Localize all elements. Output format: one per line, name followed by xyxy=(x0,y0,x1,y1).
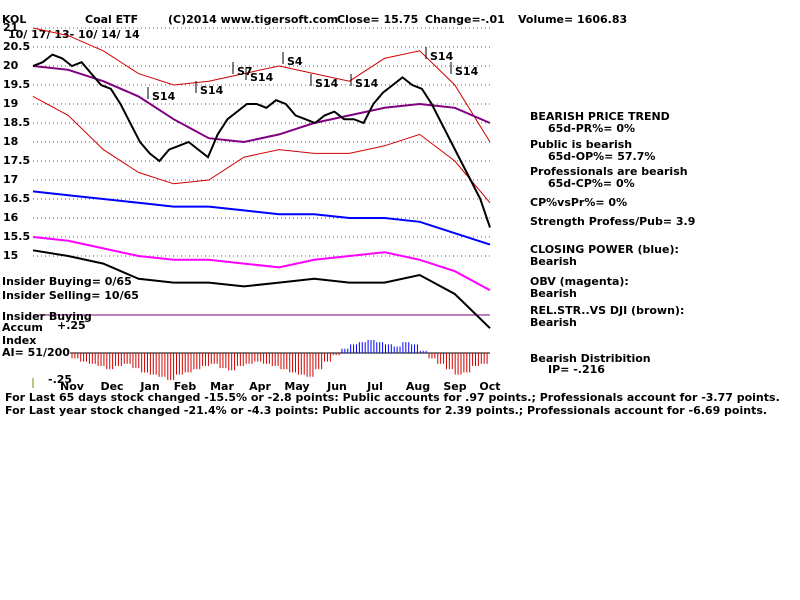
symbol: KOL xyxy=(2,13,26,26)
signal-label: S14 xyxy=(152,90,176,103)
y-tick-label: 19 xyxy=(3,97,18,110)
y-tick-label: 20.5 xyxy=(3,40,30,53)
x-tick-label: Jul xyxy=(366,380,383,393)
series-line xyxy=(32,53,491,228)
x-tick-label: Oct xyxy=(479,380,500,393)
left-panel-text: Insider Selling= 10/65 xyxy=(2,289,139,302)
side-panel-text: Professionals are bearish xyxy=(530,165,688,178)
footer-text: For Last 65 days stock changed -15.5% or… xyxy=(5,391,780,404)
x-tick-label: May xyxy=(284,380,309,393)
side-panel-text: Bearish xyxy=(530,316,577,329)
x-tick-label: Jun xyxy=(326,380,347,393)
date-range: 10/ 17/ 13- 10/ 14/ 14 xyxy=(8,28,140,41)
side-panel-text: 65d-CP%= 0% xyxy=(548,177,635,190)
y-tick-label: 18.5 xyxy=(3,116,30,129)
left-panel-text: Index xyxy=(2,334,36,347)
x-tick-label: Nov xyxy=(60,380,85,393)
series-line xyxy=(32,236,491,292)
left-panel-text: Accum xyxy=(2,321,43,334)
x-tick-label: Aug xyxy=(406,380,430,393)
side-panel-text: BEARISH PRICE TREND xyxy=(530,110,670,123)
y-tick-label: +.25 xyxy=(57,319,86,332)
side-panel-text: Bearish xyxy=(530,287,577,300)
signal-label: S14 xyxy=(315,77,339,90)
left-panel-text: Insider Buying xyxy=(2,310,92,323)
x-tick-label: Sep xyxy=(443,380,466,393)
signal-label: S14 xyxy=(250,71,274,84)
y-tick-label: 17 xyxy=(3,173,18,186)
side-panel-text: OBV (magenta): xyxy=(530,275,629,288)
left-panel-text: Insider Buying= 0/65 xyxy=(2,275,132,288)
signal-label: S14 xyxy=(430,50,454,63)
left-panel-text: AI= 51/200 xyxy=(2,346,70,359)
side-panel-text: Public is bearish xyxy=(530,138,632,151)
x-tick-label: Jan xyxy=(139,380,159,393)
y-tick-label: 15 xyxy=(3,249,18,262)
x-tick-label: Mar xyxy=(210,380,234,393)
side-panel-text: CP%vsPr%= 0% xyxy=(530,196,627,209)
series-line xyxy=(32,190,491,246)
signal-label: S4 xyxy=(287,55,303,68)
side-panel-text: Bearish xyxy=(530,255,577,268)
y-tick-label: 16 xyxy=(3,211,19,224)
volume: Volume= 1606.83 xyxy=(518,13,627,26)
name: Coal ETF xyxy=(85,13,138,26)
side-panel-text: REL.STR..VS DJI (brown): xyxy=(530,304,684,317)
y-tick-label: 18 xyxy=(3,135,18,148)
y-tick-label: 20 xyxy=(3,59,19,72)
copyright: (C)2014 www.tigersoft.com xyxy=(168,13,338,26)
y-tick-label: 19.5 xyxy=(3,78,30,91)
side-panel-text: Strength Profess/Pub= 3.9 xyxy=(530,215,695,228)
close: Close= 15.75 xyxy=(337,13,418,26)
x-tick-label: Apr xyxy=(249,380,271,393)
series-line xyxy=(32,249,491,329)
signal-label: S14 xyxy=(455,65,479,78)
side-panel-text: CLOSING POWER (blue): xyxy=(530,243,679,256)
side-panel-text: Bearish Distribition xyxy=(530,352,651,365)
side-panel-text: 65d-OP%= 57.7% xyxy=(548,150,655,163)
y-tick-label: 16.5 xyxy=(3,192,30,205)
side-panel-text: 65d-PR%= 0% xyxy=(548,122,635,135)
signal-label: S7 xyxy=(237,65,253,78)
x-tick-label: Feb xyxy=(174,380,197,393)
y-tick-label: 21 xyxy=(3,21,18,34)
footer-text: For Last year stock changed -21.4% or -4… xyxy=(5,404,767,417)
change: Change=-.01 xyxy=(425,13,505,26)
y-tick-label: -.25 xyxy=(48,373,72,386)
signal-label: S14 xyxy=(200,84,224,97)
y-tick-label: 15.5 xyxy=(3,230,30,243)
series-line xyxy=(32,65,491,144)
signal-label: S14 xyxy=(355,77,379,90)
x-tick-label: Dec xyxy=(100,380,123,393)
y-tick-label: 17.5 xyxy=(3,154,30,167)
series-line xyxy=(32,95,491,204)
side-panel-text: IP= -.216 xyxy=(548,363,605,376)
series-line xyxy=(32,27,491,143)
